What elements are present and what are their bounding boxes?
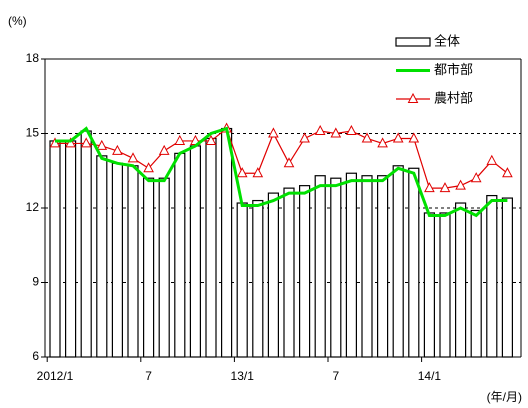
bar <box>252 199 264 358</box>
marker <box>112 144 123 155</box>
marker <box>361 132 373 143</box>
x-axis-label: (年/月) <box>487 390 522 404</box>
marker <box>377 137 388 148</box>
legend-marker <box>407 92 419 103</box>
y-tick-label: 15 <box>26 126 40 140</box>
bar <box>345 172 357 358</box>
marker <box>127 152 139 163</box>
legend-label: 農村部 <box>434 90 473 105</box>
x-tick-label: 7 <box>332 369 339 383</box>
marker <box>424 182 435 193</box>
bar <box>439 212 451 358</box>
marker <box>314 124 326 136</box>
marker <box>236 167 248 178</box>
bar <box>299 185 311 358</box>
bar <box>377 175 389 358</box>
y-tick-label: 18 <box>26 51 40 65</box>
y-tick-label: 12 <box>26 200 40 214</box>
bar <box>408 167 420 358</box>
x-tick-label: 2012/1 <box>37 369 74 383</box>
legend-swatch <box>395 37 431 47</box>
bar <box>174 152 186 358</box>
bar <box>361 175 373 358</box>
bar <box>392 165 404 358</box>
marker <box>205 134 217 145</box>
bar <box>330 177 342 358</box>
marker <box>143 162 154 173</box>
marker <box>392 132 404 143</box>
bar <box>283 187 295 358</box>
marker <box>174 134 186 145</box>
marker <box>470 172 482 183</box>
y-axis-label: (%) <box>8 14 27 28</box>
marker <box>252 167 264 178</box>
bar <box>455 202 467 358</box>
bar <box>470 209 482 358</box>
bar <box>143 177 155 358</box>
marker <box>439 182 451 193</box>
y-tick-label: 6 <box>32 349 39 363</box>
bar <box>111 162 124 358</box>
legend-label: 全体 <box>434 33 460 48</box>
marker <box>80 137 92 148</box>
marker <box>408 132 420 143</box>
bar <box>267 192 279 358</box>
marker <box>268 127 279 138</box>
legend-label: 都市部 <box>434 62 473 77</box>
bar <box>64 140 77 358</box>
bar <box>127 165 139 358</box>
marker <box>502 167 513 178</box>
bar <box>501 197 513 358</box>
y-tick-label: 9 <box>32 275 39 289</box>
marker <box>330 127 342 138</box>
bar <box>189 145 201 358</box>
bar <box>314 175 326 358</box>
line <box>55 126 508 218</box>
marker <box>486 154 498 165</box>
x-tick-label: 14/1 <box>418 369 442 383</box>
bar <box>80 130 92 358</box>
marker <box>65 137 76 148</box>
marker <box>455 179 466 190</box>
x-tick-label: 7 <box>145 369 152 383</box>
bar <box>49 140 61 358</box>
bar <box>486 194 498 358</box>
x-tick-label: 13/1 <box>231 369 255 383</box>
bar <box>96 155 108 358</box>
bar <box>158 177 170 358</box>
bar <box>236 202 248 358</box>
marker <box>158 144 170 155</box>
bar <box>205 137 217 358</box>
marker <box>299 132 310 143</box>
bar <box>221 127 233 358</box>
bar <box>423 212 435 358</box>
marker <box>96 139 108 150</box>
marker <box>49 137 61 148</box>
marker <box>346 124 357 136</box>
marker <box>283 157 295 168</box>
